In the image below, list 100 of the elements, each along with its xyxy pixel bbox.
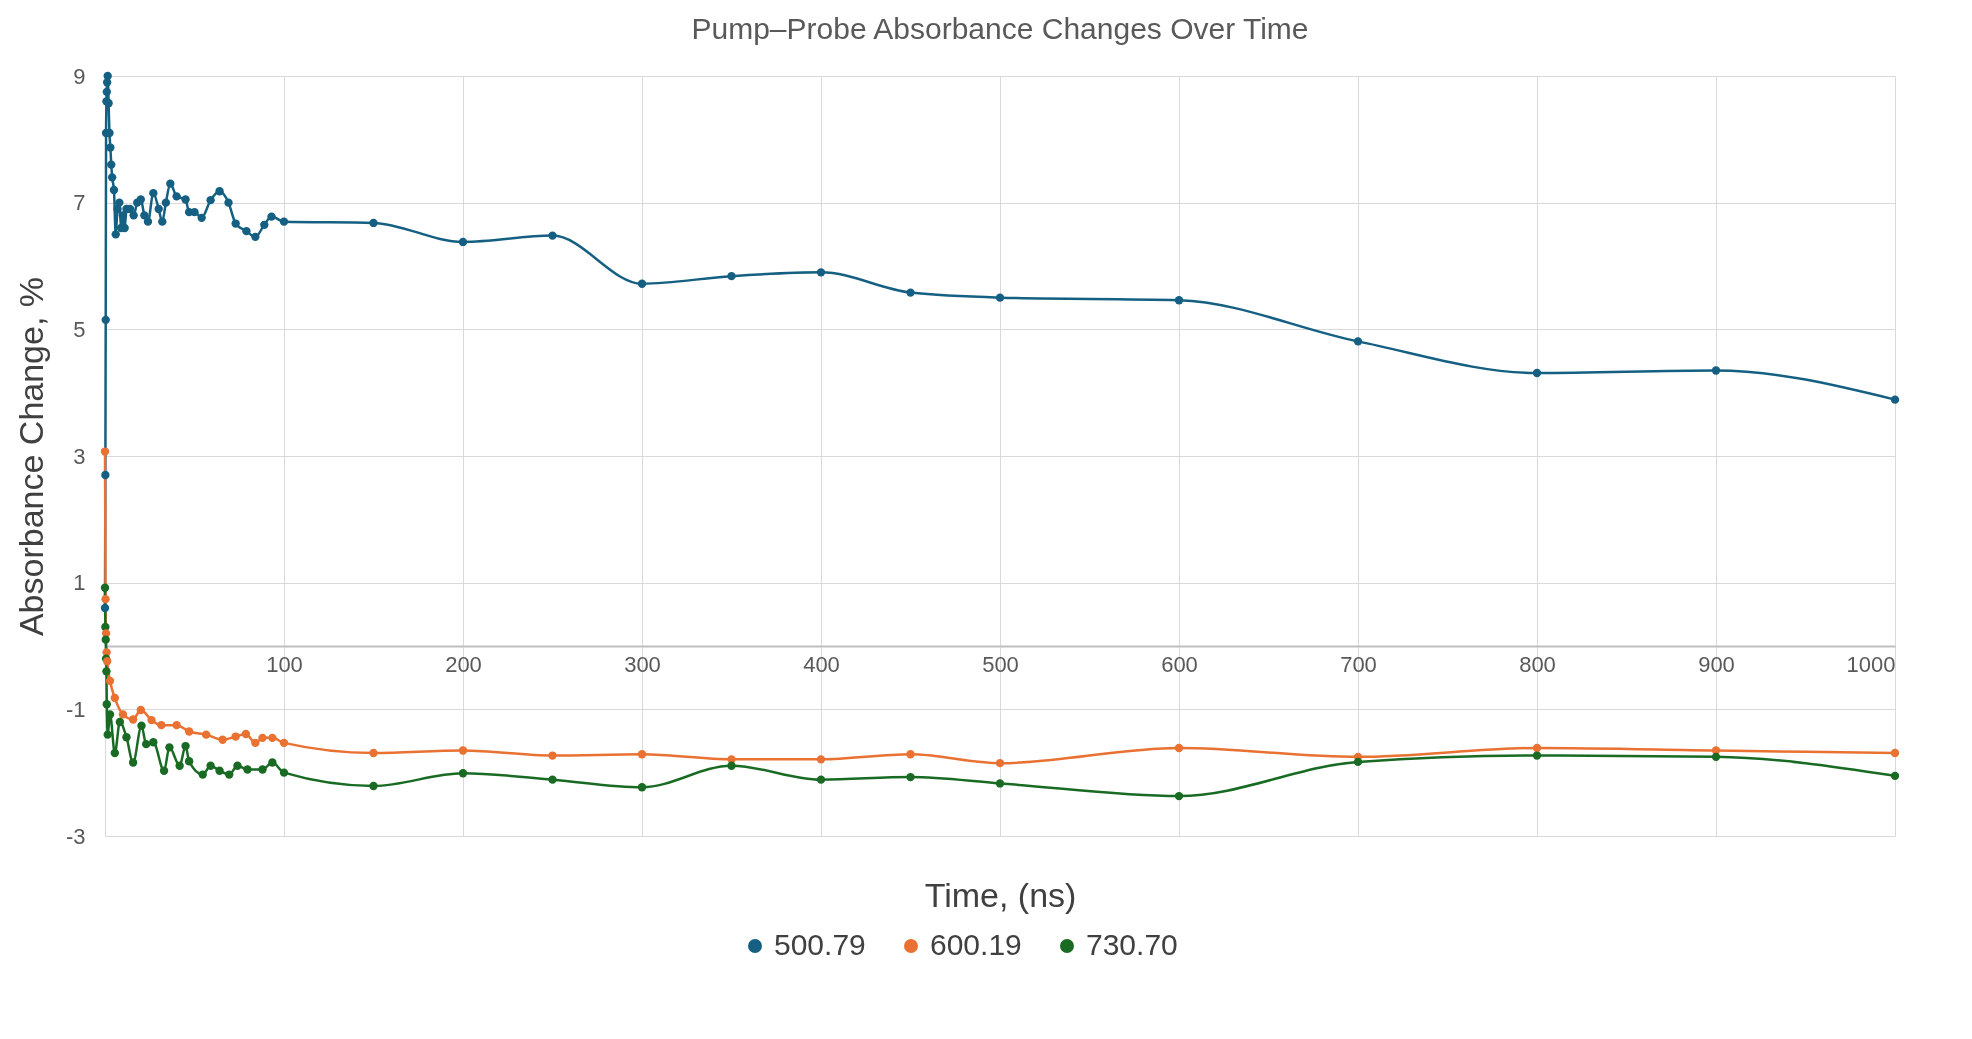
legend-label: 600.19	[930, 928, 1022, 961]
point	[233, 761, 242, 770]
point	[260, 220, 269, 230]
point	[215, 766, 224, 775]
point	[816, 268, 826, 277]
point	[279, 217, 289, 226]
point	[906, 750, 915, 759]
point	[122, 733, 131, 742]
point	[1890, 771, 1900, 781]
y-axis-title: Absorbance Change, %	[11, 276, 50, 637]
point	[906, 772, 915, 782]
point	[154, 204, 163, 214]
point	[225, 770, 234, 779]
point	[184, 757, 194, 766]
point	[637, 750, 647, 759]
point	[906, 288, 915, 297]
point	[279, 768, 289, 777]
chart-title: Pump–Probe Absorbance Changes Over Time	[691, 12, 1309, 45]
point	[111, 230, 120, 239]
point	[103, 71, 112, 81]
point	[268, 758, 277, 767]
point	[172, 192, 181, 201]
point	[107, 173, 117, 182]
point	[1711, 366, 1721, 375]
point	[458, 769, 468, 778]
point	[143, 217, 153, 226]
point	[175, 761, 184, 770]
point	[1353, 337, 1363, 346]
point	[101, 594, 110, 604]
point	[106, 143, 115, 152]
point	[1174, 743, 1184, 753]
point	[548, 751, 557, 760]
point	[102, 700, 111, 709]
point	[458, 237, 468, 247]
point	[107, 160, 116, 169]
point	[181, 741, 190, 751]
point	[1711, 752, 1721, 762]
point	[1353, 757, 1363, 767]
point	[197, 213, 206, 223]
point	[369, 218, 378, 228]
point	[258, 733, 267, 743]
point	[181, 195, 190, 204]
point	[637, 279, 647, 288]
point	[129, 211, 138, 220]
point	[369, 781, 378, 791]
point	[458, 746, 468, 755]
point	[100, 583, 110, 592]
point	[231, 732, 240, 741]
legend-label: 730.70	[1086, 928, 1178, 961]
point	[206, 195, 215, 205]
point	[995, 293, 1005, 302]
point	[995, 779, 1005, 788]
point	[1174, 296, 1184, 305]
point	[102, 87, 111, 97]
point	[242, 226, 251, 236]
point	[1890, 748, 1900, 758]
point	[268, 733, 277, 743]
point	[105, 676, 115, 686]
point	[101, 470, 110, 480]
point	[816, 775, 826, 784]
point	[218, 735, 227, 744]
y-tick-label: 1	[73, 570, 86, 596]
point	[157, 720, 166, 730]
point	[198, 770, 207, 779]
point	[727, 761, 736, 770]
x-tick-label: 800	[1519, 651, 1556, 677]
point	[241, 729, 251, 739]
point	[1532, 743, 1542, 753]
point	[110, 748, 120, 758]
point	[190, 207, 199, 217]
point	[140, 211, 149, 220]
point	[267, 212, 276, 221]
point	[141, 739, 151, 749]
point	[115, 717, 125, 727]
point	[118, 710, 128, 719]
point	[115, 198, 124, 207]
point	[206, 761, 215, 770]
x-tick-label: 900	[1698, 651, 1735, 677]
point	[258, 765, 267, 774]
point	[251, 738, 260, 748]
point	[149, 738, 158, 747]
point	[101, 635, 110, 644]
point	[103, 730, 112, 739]
y-tick-label: 9	[73, 63, 86, 89]
point	[128, 758, 138, 767]
x-tick-label: 300	[624, 651, 661, 677]
legend-label: 500.79	[774, 928, 866, 961]
point	[184, 727, 194, 736]
x-tick-label: 500	[982, 651, 1019, 677]
point	[166, 179, 175, 188]
point	[548, 775, 557, 784]
point	[102, 667, 111, 676]
point	[1532, 751, 1542, 760]
y-tick-label: 5	[73, 316, 86, 342]
point	[369, 748, 378, 758]
point	[109, 185, 119, 195]
point	[637, 783, 647, 792]
x-tick-label: 700	[1340, 651, 1377, 677]
x-tick-label: 100	[266, 651, 303, 677]
point	[105, 710, 115, 719]
